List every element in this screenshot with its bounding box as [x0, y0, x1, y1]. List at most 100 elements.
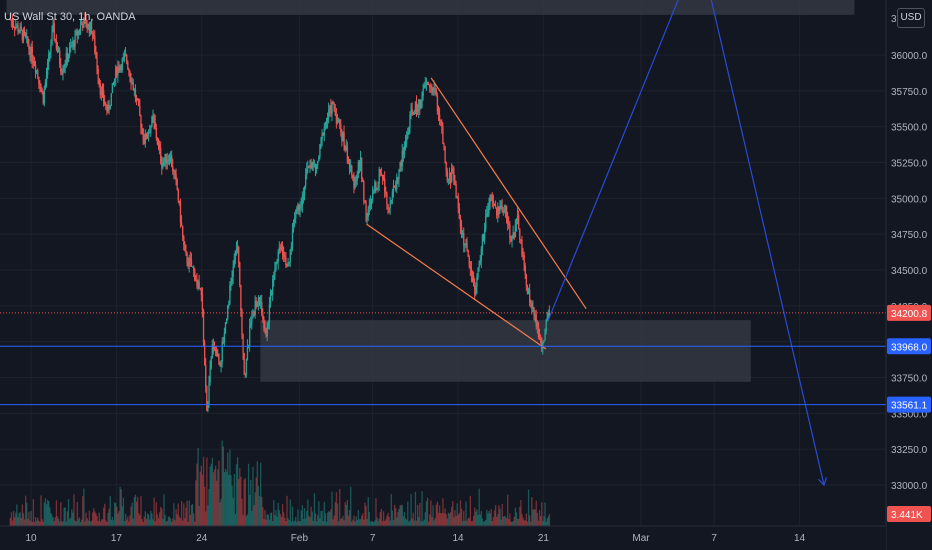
volume-bar [267, 514, 269, 526]
volume-bar [409, 520, 411, 526]
volume-bar [389, 520, 391, 526]
candle-body [122, 57, 125, 60]
candle-body [68, 47, 71, 56]
candle-body [423, 85, 425, 89]
candle-body [221, 341, 223, 362]
volume-bar [498, 505, 500, 526]
volume-bar [402, 516, 405, 526]
volume-bar [161, 508, 163, 526]
candle-body [491, 196, 493, 201]
candle-body [30, 47, 32, 57]
volume-bar [55, 500, 58, 526]
volume-bar [427, 521, 430, 526]
candle-body [72, 40, 74, 46]
volume-bar [213, 469, 216, 526]
candle-body [105, 104, 107, 106]
volume-bar [353, 515, 355, 526]
candle-body [307, 165, 309, 170]
candle-body [457, 196, 459, 209]
hline-price-tag-bg [887, 338, 931, 355]
price-axis[interactable]: 33000.033250.033500.033750.034000.034250… [885, 0, 932, 550]
candle-body [257, 297, 260, 304]
volume-bar [113, 502, 116, 526]
volume-bar [392, 520, 395, 526]
volume-bar [433, 520, 435, 526]
volume-bar [443, 513, 445, 526]
volume-bar [185, 507, 187, 526]
volume-bar [39, 521, 41, 526]
candle-body [434, 88, 436, 90]
candle-body [494, 205, 497, 208]
volume-bar [453, 517, 455, 526]
volume-bar [219, 502, 221, 526]
candle-body [165, 153, 167, 164]
volume-bar [155, 502, 157, 526]
volume-bar [534, 509, 536, 526]
volume-bar [9, 517, 11, 526]
volume-bar [295, 517, 297, 526]
volume-bar [370, 520, 373, 526]
candle-body [488, 202, 490, 210]
volume-bar [224, 468, 227, 526]
candle-body [73, 40, 75, 47]
current-price-tag: 34200.8 [891, 309, 928, 320]
volume-bar [118, 511, 120, 526]
volume-bar [175, 509, 177, 526]
volume-bar [272, 521, 274, 526]
volume-bar [30, 510, 32, 526]
volume-bar [536, 512, 538, 526]
candle-body [348, 162, 351, 168]
symbol-title[interactable]: US Wall St 30, 1h, OANDA [4, 11, 136, 23]
currency-button[interactable]: USD [897, 8, 925, 28]
candle-body [407, 132, 409, 139]
volume-bar [500, 519, 502, 526]
volume-bar [166, 520, 168, 526]
candle-body [372, 192, 374, 200]
volume-bar [20, 517, 22, 526]
horizontal-lines-layer[interactable] [0, 312, 886, 406]
candle-body [545, 319, 547, 333]
volume-bar [352, 519, 354, 526]
volume-bar [361, 515, 363, 526]
volume-bar [489, 513, 491, 526]
volume-bar [107, 512, 109, 526]
volume-bar [330, 509, 332, 526]
candle-body [342, 132, 344, 141]
volume-bar [164, 515, 166, 526]
volume-bar [93, 508, 95, 526]
volume-bar [446, 518, 448, 526]
candle-body [346, 146, 349, 162]
drawings-layer[interactable] [366, 0, 828, 487]
volume-bar [167, 516, 170, 526]
volume-bar [266, 514, 268, 526]
volume-bar [535, 500, 537, 526]
candle-body [449, 173, 452, 182]
volume-bar [314, 513, 317, 526]
volume-bar [209, 466, 211, 526]
volume-bar [90, 520, 93, 526]
candle-body [228, 304, 230, 306]
volume-bar [105, 520, 107, 526]
candle-body [242, 334, 244, 354]
candle-body [207, 403, 209, 411]
volume-bar [459, 500, 462, 526]
volume-bar [499, 508, 501, 526]
volume-bar [52, 517, 54, 526]
volume-bar [49, 507, 51, 526]
candle-body [356, 174, 358, 180]
candle-body [252, 315, 254, 319]
candle-body [543, 340, 545, 343]
volume-bar [223, 472, 226, 526]
candle-body [177, 189, 179, 201]
time-axis[interactable]: 10 17 24 Feb 7 14 21 Mar 7 14 [0, 525, 886, 550]
volume-bar [491, 521, 493, 526]
volume-bar [299, 521, 301, 526]
candle-body [107, 105, 109, 112]
volume-bar [541, 502, 543, 526]
candle-body [493, 203, 496, 206]
volume-bar [444, 508, 446, 526]
candle-body [161, 162, 163, 168]
volume-bar [191, 504, 194, 526]
candle-body [270, 292, 273, 295]
